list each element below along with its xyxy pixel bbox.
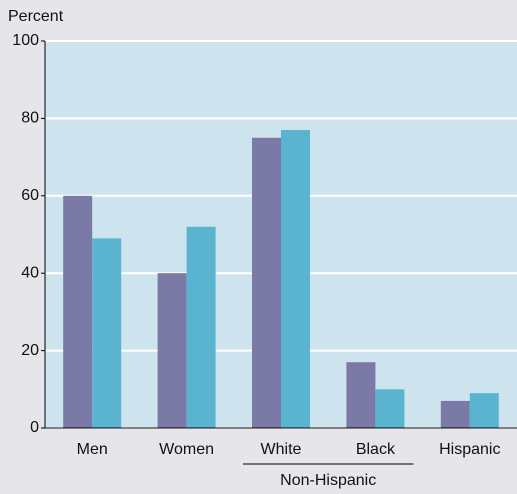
y-tick-label: 20 [21, 342, 39, 359]
y-tick-label: 60 [21, 187, 39, 204]
bar [440, 400, 470, 428]
bar [346, 362, 376, 428]
y-tick-label: 40 [21, 264, 39, 281]
x-tick-label: Men [77, 441, 108, 458]
x-tick-label: Hispanic [439, 441, 500, 458]
bar [469, 393, 499, 428]
bar [375, 389, 405, 428]
bar [186, 226, 216, 428]
bar [92, 238, 122, 428]
y-tick-label: 80 [21, 110, 39, 127]
x-tick-label: Women [159, 441, 214, 458]
x-tick-label: Black [356, 441, 396, 458]
y-axis-label: Percent [8, 8, 64, 25]
group-label: Non-Hispanic [280, 472, 376, 489]
x-tick-label: White [261, 441, 302, 458]
bar [252, 137, 281, 428]
y-tick-label: 0 [30, 419, 39, 436]
bar [63, 195, 93, 428]
bar [281, 130, 310, 428]
y-tick-label: 100 [12, 32, 39, 49]
bar [157, 273, 187, 428]
